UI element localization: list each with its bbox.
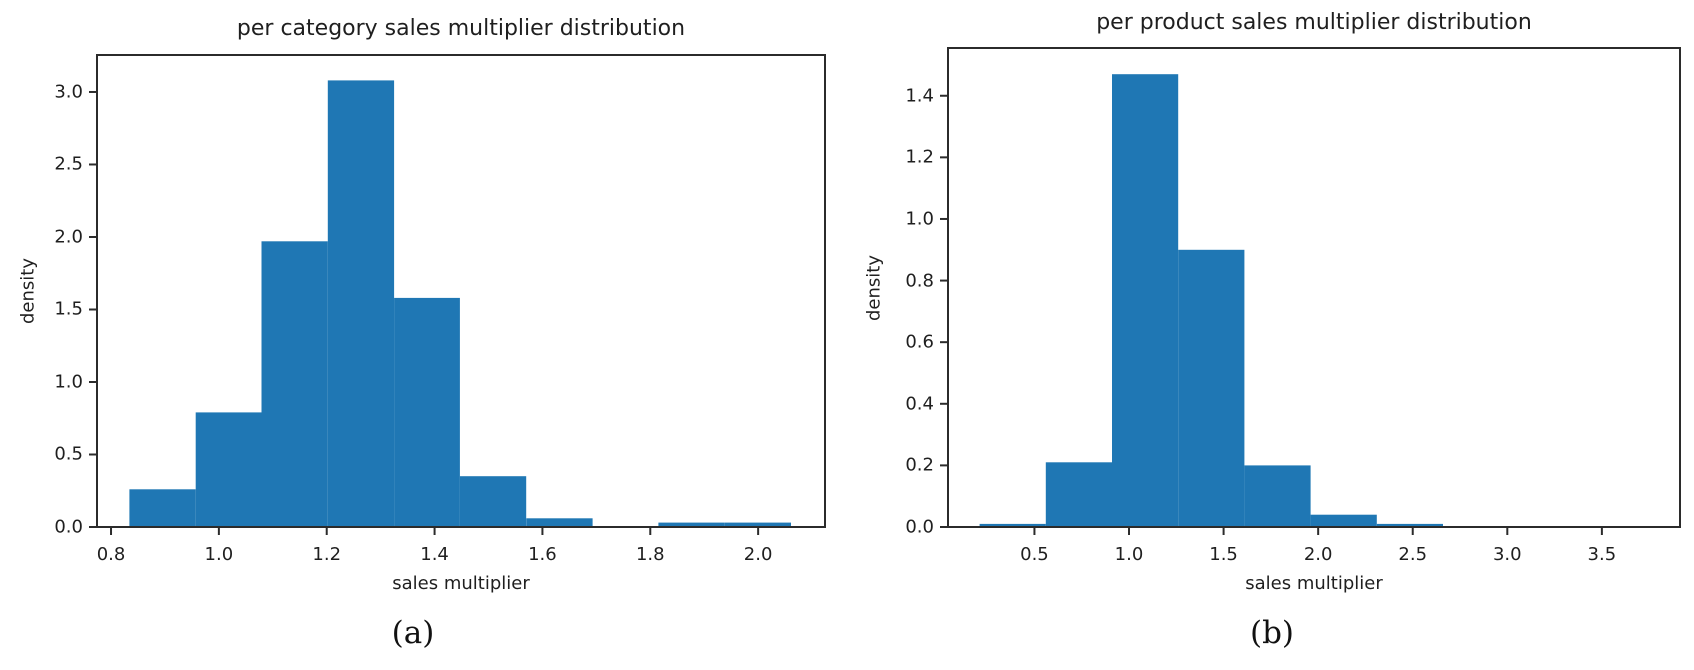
- x-tick-label: 1.5: [1209, 544, 1238, 565]
- x-tick-label: 2.0: [743, 544, 773, 565]
- x-tick-label: 0.8: [96, 544, 126, 565]
- x-tick-label: 1.4: [420, 544, 449, 565]
- histogram-bar: [1310, 514, 1377, 527]
- plot-border: [947, 47, 1681, 528]
- y-tick-label: 3.0: [54, 81, 83, 103]
- histogram-bar: [1178, 249, 1245, 528]
- histogram-bar: [979, 523, 1046, 527]
- histogram-bar: [658, 522, 725, 527]
- histogram-bar: [724, 522, 791, 527]
- histogram-bar: [195, 412, 262, 527]
- x-tick-label: 1.0: [204, 544, 234, 565]
- y-tick-label: 1.2: [905, 146, 934, 168]
- y-tick-label: 1.0: [905, 208, 934, 230]
- x-tick-label: 2.5: [1398, 544, 1428, 565]
- chart-title-a: per category sales multiplier distributi…: [236, 16, 686, 41]
- y-tick-label: 0.4: [905, 393, 934, 415]
- panel-caption-a: (a): [391, 615, 435, 651]
- x-tick-label: 2.0: [1303, 544, 1333, 565]
- y-tick-label: 1.4: [905, 85, 934, 107]
- y-tick-label: 2.5: [54, 153, 83, 175]
- x-tick-label: 3.5: [1587, 544, 1617, 565]
- x-tick-label: 1.6: [528, 544, 557, 565]
- histogram-bar: [1376, 523, 1443, 527]
- y-tick-label: 0.0: [905, 516, 934, 538]
- x-tick-label: 1.2: [312, 544, 342, 565]
- y-tick-label: 0.0: [54, 516, 83, 538]
- histogram-bar: [526, 518, 593, 527]
- y-tick-label: 0.5: [54, 443, 83, 465]
- x-tick-label: 1.0: [1114, 544, 1144, 565]
- histogram-bar: [1112, 74, 1179, 527]
- x-axis-label-b: sales multiplier: [1245, 573, 1383, 594]
- y-tick-label: 0.8: [905, 270, 934, 292]
- y-axis-label-b: density: [863, 255, 885, 321]
- y-tick-label: 0.2: [905, 454, 934, 476]
- histogram-bar: [327, 80, 395, 528]
- x-tick-label: 1.8: [635, 544, 665, 565]
- x-tick-label: 0.5: [1020, 544, 1049, 565]
- histogram-bar: [1244, 465, 1311, 527]
- histogram-bar: [1045, 462, 1112, 527]
- x-axis-label-a: sales multiplier: [392, 573, 530, 594]
- panel-caption-b: (b): [1249, 615, 1295, 651]
- histogram-bar: [394, 297, 460, 527]
- y-tick-label: 1.0: [54, 371, 83, 393]
- y-tick-label: 0.6: [905, 331, 934, 353]
- y-axis-label-a: density: [17, 258, 39, 324]
- histogram-bar: [129, 489, 196, 527]
- y-tick-label: 1.5: [54, 298, 83, 320]
- histogram-bar: [261, 241, 328, 528]
- chart-title-b: per product sales multiplier distributio…: [1096, 10, 1532, 35]
- x-tick-label: 3.0: [1492, 544, 1522, 565]
- histogram-bar: [459, 476, 527, 527]
- plot-border: [96, 54, 826, 528]
- y-tick-label: 2.0: [54, 226, 83, 248]
